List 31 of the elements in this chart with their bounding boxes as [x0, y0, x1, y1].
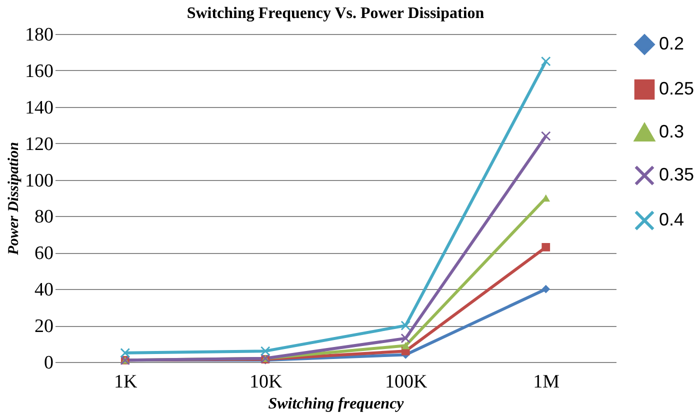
- x-tick-label: 100K: [385, 372, 428, 392]
- y-tick-label: 180: [25, 24, 54, 46]
- point: [120, 348, 130, 358]
- point: [400, 320, 411, 330]
- point: [400, 333, 411, 344]
- y-tick-label: 140: [25, 97, 54, 118]
- x-axis-title: Switching frequency: [268, 396, 405, 412]
- y-axis-title: Power Dissipation: [6, 142, 22, 255]
- point: [401, 342, 410, 350]
- x-tick-label: 1M: [533, 372, 560, 392]
- legend-label: 0.35: [659, 164, 694, 184]
- point: [260, 346, 270, 356]
- point: [542, 243, 550, 252]
- legend-label: 0.25: [659, 78, 694, 98]
- legend-label: 0.4: [659, 210, 684, 230]
- x-tick-label: 1K: [114, 372, 138, 392]
- y-tick-label: 60: [34, 243, 54, 264]
- y-tick-label: 80: [34, 206, 54, 228]
- chart-title: Switching Frequency Vs. Power Dissipation: [186, 5, 484, 22]
- x-tick-label: 10K: [250, 372, 283, 392]
- legend-label: 0.2: [659, 34, 684, 54]
- point: [540, 56, 551, 66]
- point: [542, 284, 550, 294]
- y-tick-label: 0: [44, 352, 54, 374]
- point: [540, 131, 551, 141]
- y-tick-label: 20: [34, 316, 54, 338]
- y-tick-label: 120: [25, 134, 54, 155]
- legend-label: 0.3: [659, 122, 684, 142]
- y-tick-label: 160: [25, 60, 54, 82]
- y-tick-label: 100: [25, 170, 54, 192]
- y-tick-label: 40: [34, 280, 54, 301]
